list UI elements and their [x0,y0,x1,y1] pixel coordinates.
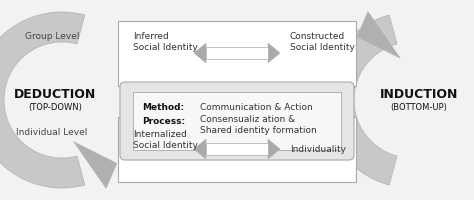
FancyBboxPatch shape [120,83,354,160]
Polygon shape [357,12,401,59]
Polygon shape [73,142,117,189]
Text: Consensualiz ation &: Consensualiz ation & [200,115,295,124]
Text: (TOP-DOWN): (TOP-DOWN) [28,103,82,112]
Polygon shape [194,44,206,64]
Polygon shape [324,16,397,185]
Bar [118,117,356,182]
Text: Individual Level: Individual Level [16,127,88,136]
Polygon shape [268,139,280,159]
Bar [118,22,356,87]
Text: Process:: Process: [142,117,185,126]
Polygon shape [268,44,280,64]
Text: (BOTTOM-UP): (BOTTOM-UP) [391,103,447,112]
Bar [206,48,268,60]
Text: DEDUCTION: DEDUCTION [14,88,96,101]
Text: Inferred
Social Identity: Inferred Social Identity [133,31,198,52]
Text: Internalized
Social Identity: Internalized Social Identity [133,129,198,150]
Text: Individuality: Individuality [290,145,346,154]
Text: Method:: Method: [142,103,184,112]
Polygon shape [194,139,206,159]
Text: Communication & Action: Communication & Action [200,103,313,112]
Bar [206,143,268,155]
Bar [133,93,341,150]
Polygon shape [0,13,85,188]
Text: Constructed
Social Identity: Constructed Social Identity [290,31,355,52]
Text: INDUCTION: INDUCTION [380,88,458,101]
Text: Shared identity formation: Shared identity formation [200,126,317,135]
Text: Group Level: Group Level [25,32,79,41]
